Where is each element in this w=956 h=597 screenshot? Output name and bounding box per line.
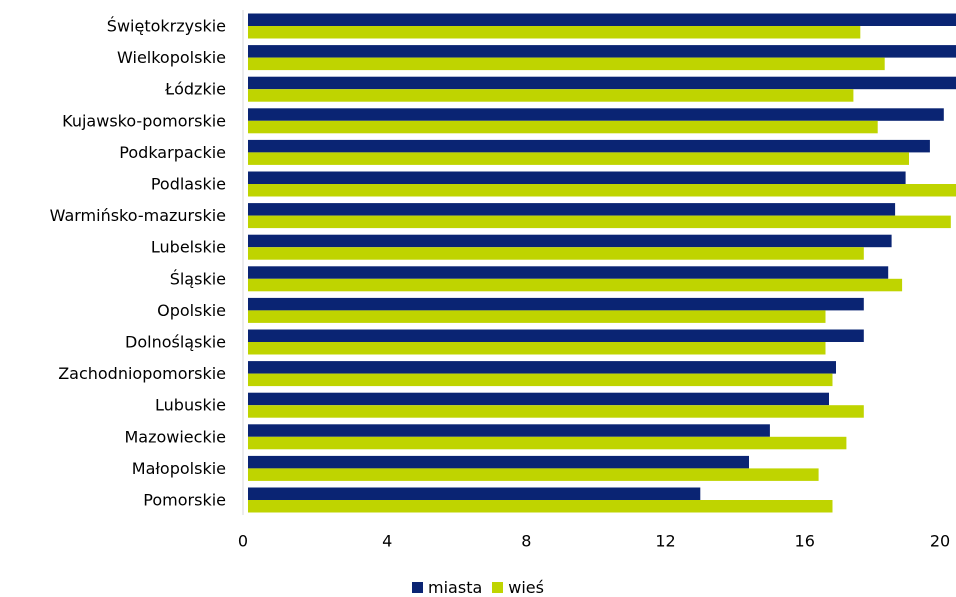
- category-label: Lubuskie: [155, 396, 226, 415]
- bar-wies-13: [248, 436, 847, 450]
- x-tick-labels: 0 4 8 12 16 20: [238, 532, 950, 551]
- bar-miasta-15: [248, 487, 701, 500]
- category-label: Mazowieckie: [124, 427, 226, 446]
- category-label: Łódzkie: [164, 80, 226, 99]
- category-label: Zachodniopomorskie: [58, 364, 226, 383]
- bar-miasta-12: [248, 392, 829, 406]
- bar-miasta-11: [248, 361, 836, 374]
- bar-miasta-8: [248, 266, 889, 279]
- category-labels: Świętokrzyskie Wielkopolskie Łódzkie Kujaws…: [50, 17, 226, 510]
- bar-miasta-1: [248, 45, 956, 58]
- category-label: Lubelskie: [151, 238, 226, 257]
- x-tick-label: 4: [382, 532, 392, 551]
- bar-wies-8: [248, 278, 903, 292]
- bar-wies-14: [248, 468, 819, 481]
- category-label: Śląskie: [170, 269, 226, 288]
- bar-miasta-7: [248, 234, 892, 248]
- bar-miasta-9: [248, 297, 864, 311]
- x-tick-label: 16: [795, 532, 815, 551]
- bars: [248, 13, 956, 513]
- bar-wies-5: [248, 184, 956, 197]
- legend-item-miasta: miasta: [412, 578, 482, 597]
- category-label: Świętokrzyskie: [107, 17, 226, 36]
- category-label: Wielkopolskie: [117, 48, 226, 67]
- x-tick-label: 8: [521, 532, 531, 551]
- legend-swatch-miasta: [412, 581, 424, 593]
- bar-wies-12: [248, 405, 864, 418]
- legend-swatch-wies: [492, 581, 504, 593]
- category-label: Podlaskie: [151, 175, 226, 194]
- legend: miasta wieś: [0, 577, 956, 597]
- bar-wies-3: [248, 120, 878, 134]
- legend-label-miasta: miasta: [428, 577, 483, 597]
- category-label: Warmińsko-mazurskie: [50, 206, 226, 225]
- bar-wies-4: [248, 152, 909, 165]
- x-tick-label: 0: [238, 532, 248, 551]
- category-label: Kujawsko-pomorskie: [62, 111, 226, 130]
- bar-wies-7: [248, 247, 864, 260]
- x-tick-label: 12: [655, 532, 675, 551]
- legend-item-wies: wieś: [492, 578, 544, 597]
- bar-miasta-10: [248, 329, 864, 342]
- category-label: Podkarpackie: [119, 143, 226, 162]
- bar-wies-9: [248, 310, 826, 323]
- bar-miasta-3: [248, 108, 944, 121]
- bar-wies-1: [248, 57, 885, 71]
- bar-miasta-5: [248, 171, 906, 184]
- category-label: Opolskie: [157, 301, 226, 320]
- bar-miasta-0: [248, 13, 956, 26]
- legend-label-wies: wieś: [508, 577, 544, 597]
- x-tick-label: 20: [930, 532, 950, 551]
- category-label: Małopolskie: [132, 459, 226, 478]
- bar-miasta-2: [248, 76, 956, 90]
- bar-miasta-6: [248, 203, 896, 216]
- bar-miasta-4: [248, 139, 930, 153]
- bar-wies-2: [248, 89, 854, 102]
- bar-wies-11: [248, 373, 833, 387]
- bar-wies-10: [248, 342, 826, 355]
- bar-wies-15: [248, 500, 833, 513]
- bar-wies-0: [248, 26, 861, 39]
- bar-miasta-14: [248, 455, 749, 469]
- category-label: Pomorskie: [143, 491, 226, 510]
- bar-wies-6: [248, 215, 951, 229]
- bar-miasta-13: [248, 424, 770, 437]
- bar-chart: Świętokrzyskie Wielkopolskie Łódzkie Kujaws…: [50, 10, 956, 551]
- category-label: Dolnośląskie: [125, 333, 226, 352]
